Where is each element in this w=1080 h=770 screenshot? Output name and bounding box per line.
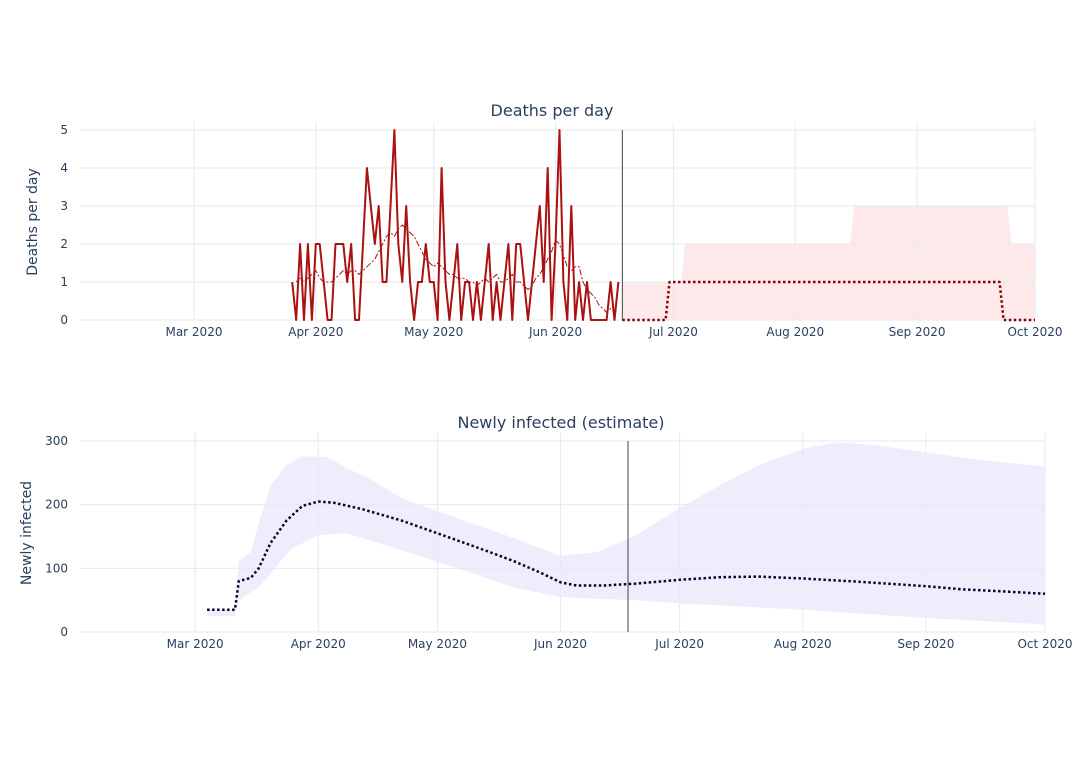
infected-x-tick-label: Jul 2020 bbox=[654, 637, 704, 651]
deaths-y-tick-label: 2 bbox=[60, 237, 68, 251]
infected-estimate-band bbox=[207, 442, 1046, 625]
deaths-x-tick-label: Jul 2020 bbox=[648, 325, 698, 339]
deaths-x-tick-label: Apr 2020 bbox=[288, 325, 343, 339]
deaths-forecast-band bbox=[622, 206, 1035, 320]
infected-estimate-line bbox=[207, 500, 1046, 611]
infected-x-tick-label: Aug 2020 bbox=[774, 637, 832, 651]
infected-y-tick-label: 300 bbox=[45, 434, 68, 448]
infected-chart-title: Newly infected (estimate) bbox=[457, 413, 664, 432]
infected-y-ticks: 0 100 200 300 bbox=[45, 434, 68, 639]
deaths-band-area bbox=[622, 206, 1035, 320]
infected-x-tick-label: Jun 2020 bbox=[533, 637, 587, 651]
infected-y-axis-title: Newly infected bbox=[19, 481, 35, 585]
deaths-y-axis-title: Deaths per day bbox=[25, 168, 41, 276]
deaths-x-tick-label: Sep 2020 bbox=[889, 325, 946, 339]
infected-x-ticks: Mar 2020 Apr 2020 May 2020 Jun 2020 Jul 2020… bbox=[167, 637, 1073, 651]
deaths-observed-line bbox=[291, 129, 620, 321]
infected-series bbox=[207, 500, 1046, 611]
infected-gridlines bbox=[80, 433, 1046, 633]
infected-x-tick-label: May 2020 bbox=[408, 637, 467, 651]
infected-x-tick-label: Apr 2020 bbox=[291, 637, 346, 651]
infected-y-tick-label: 100 bbox=[45, 561, 68, 575]
deaths-x-tick-label: May 2020 bbox=[404, 325, 463, 339]
chart-panel-deaths: Mar 2020 Apr 2020 May 2020 Jun 2020 Jul 2020… bbox=[25, 101, 1063, 339]
deaths-x-ticks: Mar 2020 Apr 2020 May 2020 Jun 2020 Jul 2020… bbox=[165, 325, 1062, 339]
deaths-y-tick-label: 4 bbox=[60, 161, 68, 175]
deaths-x-tick-label: Aug 2020 bbox=[766, 325, 824, 339]
deaths-y-tick-label: 5 bbox=[60, 123, 68, 137]
chart-panel-infected: Mar 2020 Apr 2020 May 2020 Jun 2020 Jul 2020… bbox=[19, 413, 1073, 651]
infected-y-tick-label: 0 bbox=[60, 625, 68, 639]
deaths-smoothed-line bbox=[295, 224, 615, 313]
deaths-x-tick-label: Oct 2020 bbox=[1007, 325, 1062, 339]
deaths-y-tick-label: 0 bbox=[60, 313, 68, 327]
deaths-series bbox=[291, 129, 1035, 322]
deaths-gridlines bbox=[80, 122, 1036, 321]
deaths-y-tick-label: 3 bbox=[60, 199, 68, 213]
infected-y-tick-label: 200 bbox=[45, 498, 68, 512]
infected-x-tick-label: Sep 2020 bbox=[897, 637, 954, 651]
deaths-forecast-line bbox=[622, 280, 1035, 322]
infected-band-area bbox=[207, 442, 1046, 625]
deaths-x-tick-label: Jun 2020 bbox=[528, 325, 582, 339]
infected-x-tick-label: Oct 2020 bbox=[1017, 637, 1072, 651]
deaths-chart-title: Deaths per day bbox=[491, 101, 614, 120]
deaths-y-tick-label: 1 bbox=[60, 275, 68, 289]
deaths-y-ticks: 0 1 2 3 4 5 bbox=[60, 123, 68, 327]
infected-x-tick-label: Mar 2020 bbox=[167, 637, 224, 651]
deaths-x-tick-label: Mar 2020 bbox=[165, 325, 222, 339]
